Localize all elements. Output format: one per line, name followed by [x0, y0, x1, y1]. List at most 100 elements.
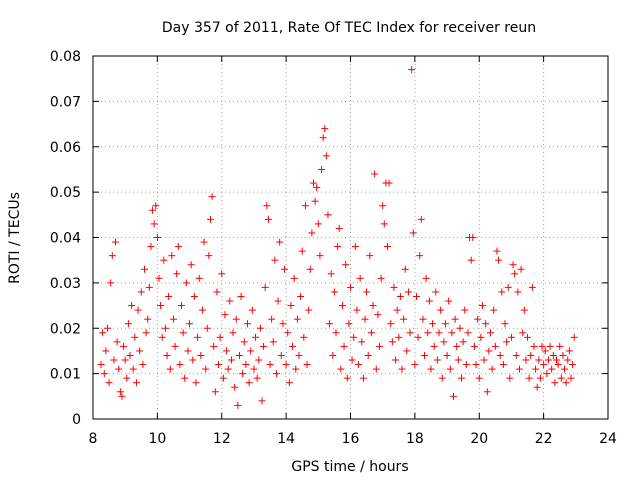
- x-tick-label: 8: [89, 431, 98, 447]
- data-point: [231, 383, 239, 391]
- data-point: [147, 243, 155, 251]
- data-point: [253, 374, 261, 382]
- data-point: [416, 252, 424, 260]
- data-point: [561, 365, 569, 373]
- data-point: [469, 234, 477, 241]
- data-point: [99, 329, 107, 337]
- data-point: [480, 356, 488, 364]
- data-point: [330, 288, 338, 296]
- data-point: [527, 351, 535, 359]
- data-point: [507, 333, 515, 341]
- data-point: [351, 243, 359, 251]
- data-point: [150, 220, 158, 228]
- data-point: [393, 306, 401, 314]
- data-point: [132, 379, 140, 387]
- data-point: [103, 324, 111, 332]
- data-point: [97, 361, 105, 369]
- data-point: [337, 365, 345, 373]
- data-point: [141, 265, 148, 273]
- data-point: [190, 292, 198, 300]
- data-point: [445, 297, 453, 305]
- data-point: [511, 270, 519, 278]
- data-point: [242, 361, 250, 369]
- x-tick-label: 12: [213, 431, 231, 447]
- data-point: [441, 320, 449, 328]
- data-point: [406, 329, 414, 337]
- data-point: [281, 265, 289, 273]
- data-point: [329, 351, 337, 359]
- data-point: [427, 365, 435, 373]
- data-point: [198, 306, 206, 314]
- data-point: [226, 297, 234, 305]
- data-point: [392, 356, 400, 364]
- data-point: [478, 302, 486, 310]
- data-point: [139, 361, 147, 369]
- data-point: [467, 256, 475, 264]
- data-point: [422, 274, 430, 282]
- data-point: [540, 361, 548, 369]
- data-point: [112, 238, 120, 246]
- data-point: [121, 356, 129, 364]
- data-point: [474, 315, 482, 323]
- y-tick-label: 0.03: [50, 276, 81, 292]
- data-point: [404, 288, 412, 296]
- data-point: [369, 302, 377, 310]
- data-point: [483, 388, 491, 396]
- data-point: [446, 365, 454, 373]
- data-point: [316, 252, 324, 260]
- y-tick-label: 0: [72, 412, 81, 428]
- data-point: [260, 342, 268, 350]
- data-point: [543, 370, 551, 378]
- data-point: [124, 320, 132, 328]
- data-point: [385, 179, 393, 187]
- x-tick-labels: 8 10 12 14 16 18 20 22 24: [89, 431, 617, 447]
- data-point: [128, 302, 136, 310]
- data-point: [176, 361, 184, 369]
- data-point: [461, 306, 469, 314]
- data-point: [221, 311, 229, 319]
- data-point: [205, 252, 213, 260]
- data-point: [532, 365, 540, 373]
- data-point: [169, 315, 177, 323]
- data-point: [487, 329, 495, 337]
- data-point: [165, 292, 173, 300]
- data-point: [206, 215, 214, 223]
- data-point: [318, 165, 326, 173]
- data-point: [372, 365, 380, 373]
- data-point: [264, 215, 272, 223]
- data-point: [348, 356, 356, 364]
- data-point: [168, 252, 176, 260]
- data-point: [126, 351, 134, 359]
- data-point: [285, 379, 293, 387]
- data-point: [451, 315, 459, 323]
- data-point: [559, 351, 567, 359]
- data-point: [414, 333, 422, 341]
- data-point: [152, 202, 160, 210]
- data-point: [570, 333, 578, 341]
- data-point: [248, 306, 256, 314]
- data-point: [247, 347, 255, 355]
- data-point: [282, 361, 290, 369]
- data-point: [491, 342, 499, 350]
- data-point: [255, 356, 263, 364]
- data-point: [108, 252, 116, 260]
- data-point: [181, 374, 189, 382]
- data-point: [459, 338, 467, 346]
- data-point: [115, 365, 123, 373]
- data-point: [522, 356, 530, 364]
- y-tick-label: 0.04: [50, 231, 81, 247]
- data-point: [321, 125, 329, 133]
- data-point: [503, 338, 511, 346]
- data-point: [184, 347, 192, 355]
- data-point: [506, 374, 514, 382]
- data-point: [235, 351, 243, 359]
- data-point: [295, 351, 303, 359]
- data-point: [171, 342, 179, 350]
- data-point: [544, 356, 552, 364]
- data-point: [155, 274, 163, 282]
- data-point: [450, 392, 457, 400]
- data-point: [374, 311, 382, 319]
- data-point: [438, 374, 446, 382]
- data-point: [515, 365, 523, 373]
- data-point: [564, 356, 572, 364]
